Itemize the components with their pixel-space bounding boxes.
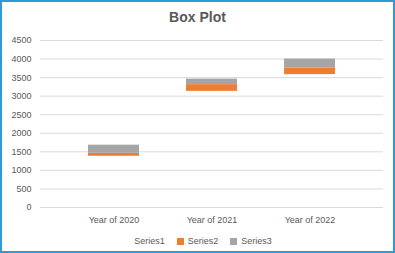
html-text:Series2: Series2	[187, 236, 219, 246]
html-text:Series1: Series1	[134, 236, 165, 246]
svg-text:3000: 3000	[11, 91, 31, 101]
svg-text:1000: 1000	[11, 165, 31, 175]
svg-text:1500: 1500	[11, 147, 31, 157]
svg-text:4500: 4500	[11, 35, 31, 45]
svg-text:4000: 4000	[11, 54, 31, 64]
svg-text:Year of 2022: Year of 2022	[285, 215, 336, 225]
svg-text:3500: 3500	[11, 72, 31, 82]
svg-text:Year of 2021: Year of 2021	[187, 215, 238, 225]
svg-text:0: 0	[26, 202, 31, 212]
html-text:Box Plot: Box Plot	[169, 9, 226, 25]
svg-text:500: 500	[16, 184, 31, 194]
svg-text:2500: 2500	[11, 110, 31, 120]
html-text:Series3: Series3	[241, 236, 272, 246]
svg-text:Year of 2020: Year of 2020	[89, 215, 140, 225]
svg-text:2000: 2000	[11, 128, 31, 138]
